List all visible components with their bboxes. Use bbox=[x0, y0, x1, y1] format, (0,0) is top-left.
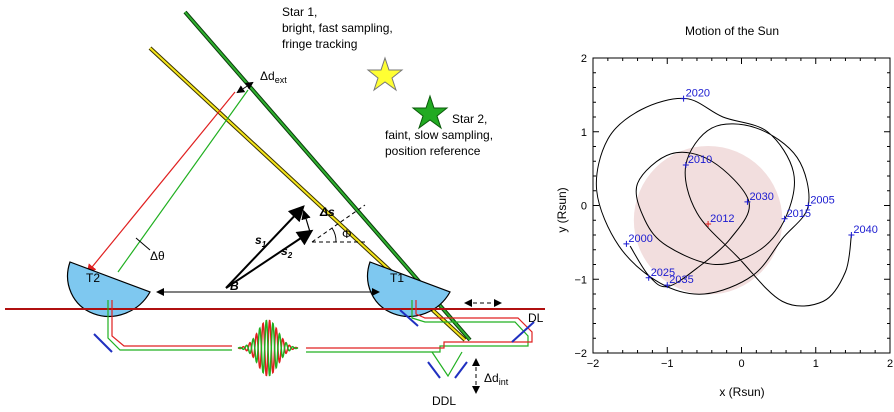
chart-title: Motion of the Sun bbox=[685, 24, 779, 38]
sun-disk bbox=[633, 146, 783, 295]
star1-line2: bright, fast sampling, bbox=[282, 21, 393, 35]
year-marker: 2000 bbox=[623, 233, 653, 247]
year-point bbox=[705, 220, 712, 227]
delta-d-ext-arrow bbox=[236, 81, 254, 94]
x-tick-label: 0 bbox=[738, 358, 744, 370]
year-label: 2025 bbox=[651, 267, 675, 279]
axis-tick-labels: −2−2 −1 −1 0 0 1 1 2 2 bbox=[574, 53, 893, 370]
dl-label: DL bbox=[528, 311, 544, 325]
delta-d-int-label: Δdint bbox=[484, 371, 509, 387]
mirrors bbox=[93, 309, 535, 379]
y-tick-label: 0 bbox=[581, 201, 587, 213]
year-label: 2030 bbox=[749, 191, 773, 203]
phi-label: Φ bbox=[342, 227, 352, 241]
y-tick-label: −1 bbox=[574, 274, 587, 286]
fringe-green bbox=[237, 319, 299, 377]
year-point bbox=[682, 161, 689, 168]
ddl-box bbox=[431, 351, 463, 378]
year-label: 2040 bbox=[853, 224, 877, 236]
x-tick-label: −1 bbox=[661, 358, 674, 370]
x-tick-label: −2 bbox=[587, 358, 600, 370]
x-tick-label: 2 bbox=[887, 358, 893, 370]
t2-label: T2 bbox=[86, 271, 100, 285]
delta-s-label: Δs bbox=[319, 205, 335, 219]
star2-line3: position reference bbox=[385, 144, 481, 158]
y-axis-label: y (Rsun) bbox=[555, 187, 569, 232]
red-incoming-beam bbox=[86, 91, 236, 274]
interferometer-diagram: Star 1, bright, fast sampling, fringe tr… bbox=[5, 5, 545, 408]
phi-arc bbox=[331, 227, 337, 243]
year-label: 2020 bbox=[686, 88, 710, 100]
s2-label: s2 bbox=[281, 244, 293, 260]
year-point bbox=[781, 215, 788, 222]
year-marker: 2025 bbox=[645, 267, 675, 281]
beam-paths bbox=[107, 300, 533, 353]
telescope-t1 bbox=[367, 261, 451, 317]
year-marker: 2010 bbox=[682, 154, 712, 168]
year-marker: 2040 bbox=[848, 224, 878, 238]
phi-direction-line bbox=[311, 204, 366, 243]
delta-theta-tick bbox=[135, 237, 151, 251]
year-marker: 2020 bbox=[680, 88, 710, 102]
year-label: 2012 bbox=[710, 213, 734, 225]
star1-icon bbox=[366, 56, 404, 92]
year-point bbox=[623, 240, 630, 247]
axis-ticks bbox=[592, 57, 891, 354]
year-label: 2010 bbox=[688, 154, 712, 166]
baseline-label: B bbox=[230, 279, 239, 293]
year-marker: 2035 bbox=[664, 274, 694, 289]
year-marker: 2005 bbox=[805, 195, 835, 209]
year-point bbox=[680, 95, 687, 102]
telescope-t2 bbox=[67, 261, 151, 317]
t1-label: T1 bbox=[390, 271, 404, 285]
delta-s-vector bbox=[301, 209, 311, 233]
star1-line3: fringe tracking bbox=[282, 37, 357, 51]
year-point bbox=[645, 274, 652, 281]
green-incoming-beam bbox=[117, 89, 249, 273]
year-marker: 2015 bbox=[781, 208, 811, 222]
x-tick-label: 1 bbox=[813, 358, 819, 370]
year-point bbox=[744, 198, 751, 205]
year-points: 2000 2005 2010 2012 2015 2020 2025 2030 2035 2040 bbox=[623, 88, 878, 289]
year-label: 2035 bbox=[669, 274, 693, 286]
year-label: 2000 bbox=[628, 233, 652, 245]
year-label: 2005 bbox=[810, 195, 834, 207]
x-axis-label: x (Rsun) bbox=[719, 385, 764, 399]
y-tick-label: 1 bbox=[581, 127, 587, 139]
year-point bbox=[848, 232, 855, 238]
year-label: 2015 bbox=[787, 208, 811, 220]
s1-vector bbox=[225, 205, 305, 289]
delta-d-ext-label: Δdext bbox=[260, 69, 287, 85]
star2-line2: faint, slow sampling, bbox=[385, 128, 493, 142]
star2-icon bbox=[411, 94, 449, 130]
y-tick-label: 2 bbox=[581, 53, 587, 65]
star1-label: Star 1, bright, fast sampling, fringe tr… bbox=[282, 5, 396, 51]
star2-label: Star 2, faint, slow sampling, position r… bbox=[385, 112, 496, 158]
year-marker: 2012 bbox=[705, 213, 735, 227]
y-tick-label: −2 bbox=[574, 348, 587, 360]
year-point bbox=[664, 282, 671, 289]
year-point bbox=[805, 202, 812, 209]
star1-line1: Star 1, bbox=[282, 5, 317, 19]
star2-line1: Star 2, bbox=[452, 112, 487, 126]
delta-theta-label: Δθ bbox=[150, 249, 165, 263]
ddl-label: DDL bbox=[432, 394, 456, 408]
s1-label: s1 bbox=[255, 233, 267, 249]
s2-vector bbox=[225, 229, 314, 289]
year-marker: 2030 bbox=[744, 191, 774, 205]
